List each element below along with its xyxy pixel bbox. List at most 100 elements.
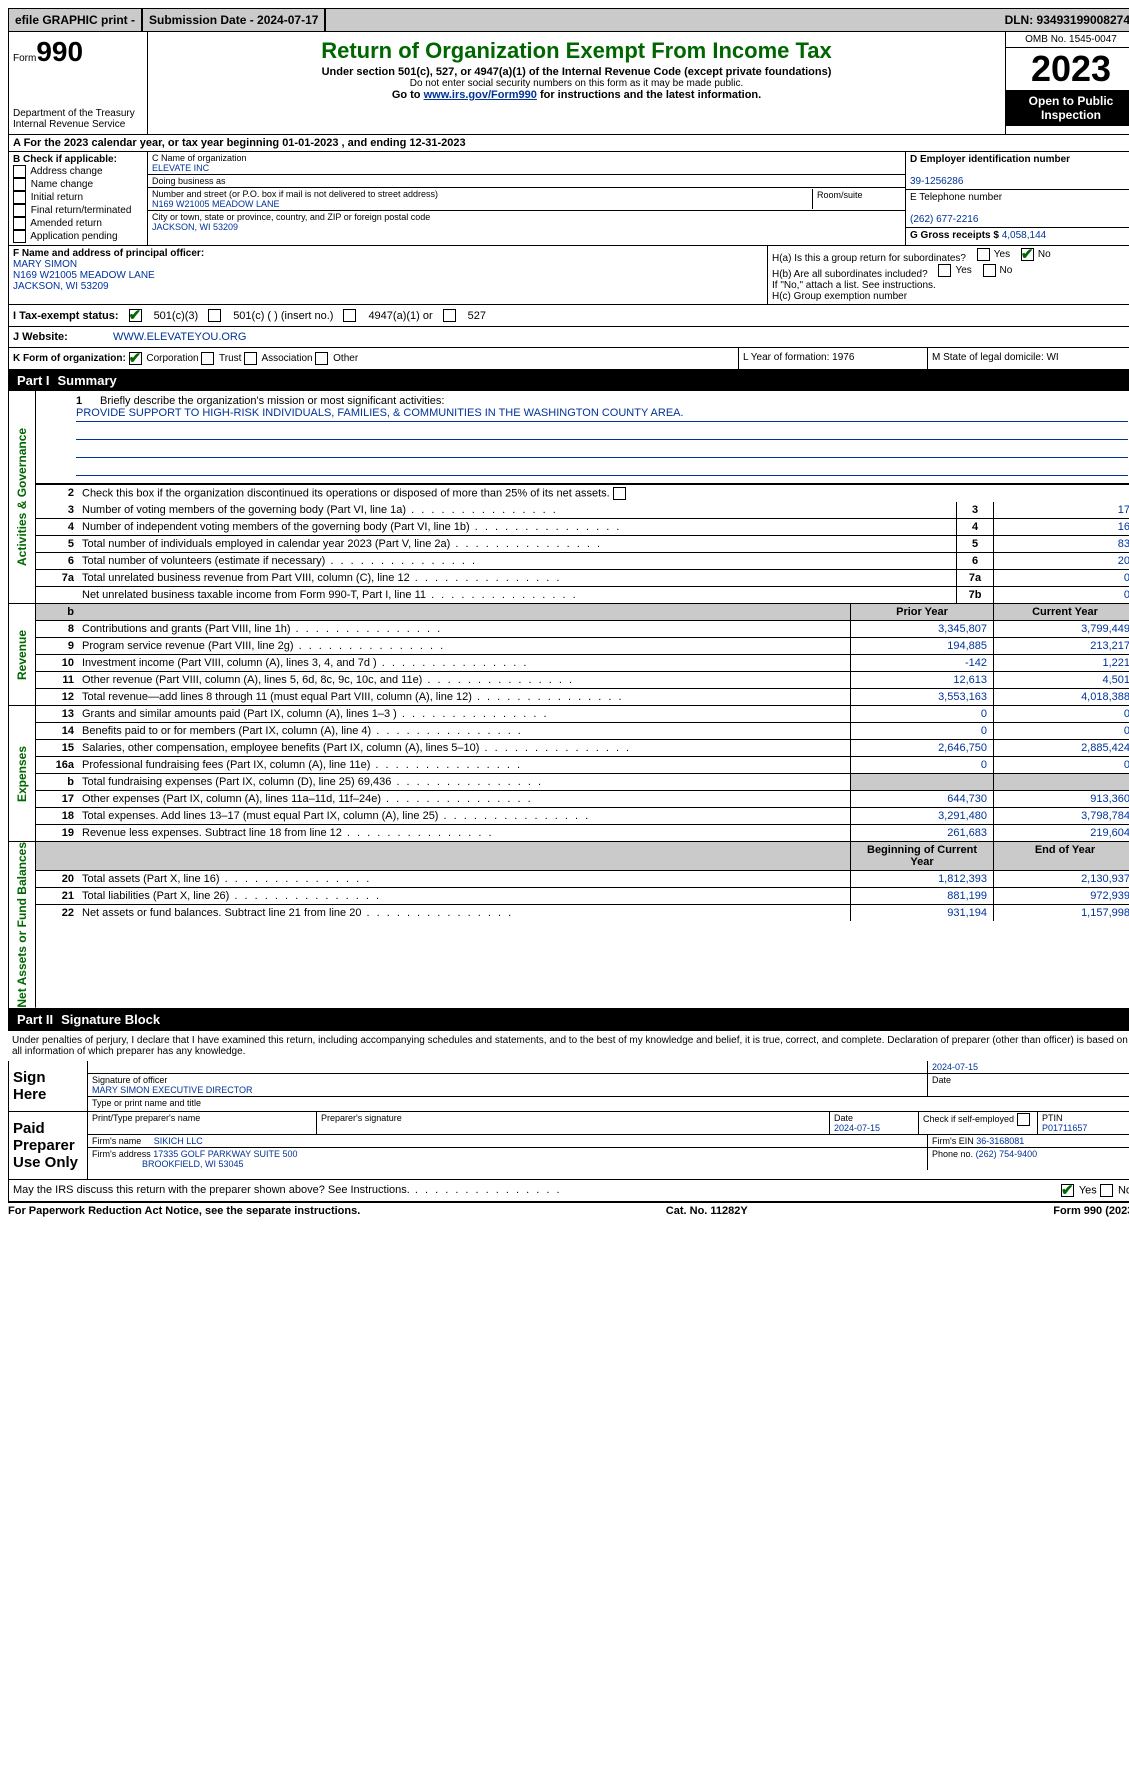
- summary-line: 3Number of voting members of the governi…: [36, 502, 1129, 518]
- cb-527[interactable]: [443, 309, 456, 322]
- cb-discuss-no[interactable]: [1100, 1184, 1113, 1197]
- summary-line: 4Number of independent voting members of…: [36, 518, 1129, 535]
- tab-net-assets: Net Assets or Fund Balances: [9, 842, 36, 1008]
- cb-501c[interactable]: [208, 309, 221, 322]
- section-i: I Tax-exempt status: 501(c)(3) 501(c) ( …: [8, 305, 1129, 327]
- summary-line: 8Contributions and grants (Part VIII, li…: [36, 620, 1129, 637]
- cb-hb-no[interactable]: [983, 264, 996, 277]
- line2-text: Check this box if the organization disco…: [80, 485, 1129, 502]
- cb-association[interactable]: [244, 352, 257, 365]
- col-b-checkboxes: B Check if applicable: Address change Na…: [9, 152, 148, 245]
- instructions-line: Go to www.irs.gov/Form990 for instructio…: [152, 89, 1001, 101]
- officer-name-title: MARY SIMON EXECUTIVE DIRECTOR: [92, 1085, 253, 1095]
- part1-revenue: Revenue b Prior Year Current Year 8Contr…: [8, 604, 1129, 706]
- tab-expenses: Expenses: [9, 706, 36, 841]
- cb-4947[interactable]: [343, 309, 356, 322]
- summary-line: 5Total number of individuals employed in…: [36, 535, 1129, 552]
- prep-sig-hdr: Preparer's signature: [317, 1112, 830, 1134]
- firm-addr2: BROOKFIELD, WI 53045: [142, 1159, 244, 1169]
- hc-label: H(c) Group exemption number: [772, 291, 1129, 302]
- dln: DLN: 93493199008274: [999, 9, 1129, 31]
- firm-name: SIKICH LLC: [154, 1136, 203, 1146]
- cb-trust[interactable]: [201, 352, 214, 365]
- website-value: WWW.ELEVATEYOU.ORG: [113, 331, 246, 343]
- row-a-tax-year: A For the 2023 calendar year, or tax yea…: [8, 135, 1129, 152]
- subtitle: Under section 501(c), 527, or 4947(a)(1)…: [152, 66, 1001, 78]
- type-name-label: Type or print name and title: [88, 1097, 1129, 1109]
- room-suite-label: Room/suite: [813, 189, 901, 209]
- tax-year: 2023: [1006, 48, 1129, 90]
- tab-activities-governance: Activities & Governance: [9, 391, 36, 603]
- part2-header: Part II Signature Block: [8, 1009, 1129, 1030]
- summary-line: 9Program service revenue (Part VIII, lin…: [36, 637, 1129, 654]
- footer-cat: Cat. No. 11282Y: [666, 1205, 748, 1217]
- summary-line: 7aTotal unrelated business revenue from …: [36, 569, 1129, 586]
- cb-ha-yes[interactable]: [977, 248, 990, 261]
- cb-initial-return[interactable]: [13, 191, 26, 204]
- cb-final-return[interactable]: [13, 204, 26, 217]
- addr-label: Number and street (or P.O. box if mail i…: [152, 189, 438, 199]
- cb-self-employed[interactable]: [1017, 1113, 1030, 1126]
- top-bar: efile GRAPHIC print - Submission Date - …: [8, 8, 1129, 32]
- ha-label: H(a) Is this a group return for subordin…: [772, 253, 966, 264]
- current-year-hdr: Current Year: [993, 604, 1129, 620]
- summary-line: 22Net assets or fund balances. Subtract …: [36, 904, 1129, 921]
- prior-year-hdr: Prior Year: [850, 604, 993, 620]
- cb-discontinued[interactable]: [613, 487, 626, 500]
- hb-note: If "No," attach a list. See instructions…: [772, 280, 1129, 291]
- sig-officer-label: Signature of officer: [92, 1075, 167, 1085]
- cb-address-change[interactable]: [13, 165, 26, 178]
- street-address: N169 W21005 MEADOW LANE: [152, 199, 280, 209]
- cb-amended[interactable]: [13, 217, 26, 230]
- ein-label: D Employer identification number: [910, 154, 1070, 165]
- k-label: K Form of organization:: [13, 353, 126, 364]
- submission-date: Submission Date - 2024-07-17: [143, 9, 326, 31]
- org-name: ELEVATE INC: [152, 163, 209, 173]
- section-fh: F Name and address of principal officer:…: [8, 246, 1129, 305]
- gross-receipts-value: 4,058,144: [1002, 230, 1047, 241]
- page-footer: For Paperwork Reduction Act Notice, see …: [8, 1202, 1129, 1217]
- gross-receipts-label: G Gross receipts $: [910, 230, 999, 241]
- paid-preparer-block: Paid Preparer Use Only Print/Type prepar…: [8, 1112, 1129, 1180]
- ein-value: 39-1256286: [910, 176, 963, 187]
- summary-line: 17Other expenses (Part IX, column (A), l…: [36, 790, 1129, 807]
- hb-label: H(b) Are all subordinates included?: [772, 269, 928, 280]
- mission-text: PROVIDE SUPPORT TO HIGH-RISK INDIVIDUALS…: [76, 407, 1128, 422]
- summary-line: bTotal fundraising expenses (Part IX, co…: [36, 773, 1129, 790]
- section-bcdeg: B Check if applicable: Address change Na…: [8, 152, 1129, 246]
- beginning-year-hdr: Beginning of Current Year: [850, 842, 993, 870]
- cb-hb-yes[interactable]: [938, 264, 951, 277]
- officer-label: F Name and address of principal officer:: [13, 248, 204, 259]
- summary-line: 12Total revenue—add lines 8 through 11 (…: [36, 688, 1129, 705]
- summary-line: 21Total liabilities (Part X, line 26)881…: [36, 887, 1129, 904]
- sign-date: 2024-07-15: [928, 1061, 1129, 1073]
- tab-revenue: Revenue: [9, 604, 36, 705]
- subtitle2: Do not enter social security numbers on …: [152, 78, 1001, 89]
- irs-link[interactable]: www.irs.gov/Form990: [424, 89, 537, 101]
- officer-name: MARY SIMON: [13, 259, 77, 270]
- cb-501c3[interactable]: [129, 309, 142, 322]
- part1-expenses: Expenses 13Grants and similar amounts pa…: [8, 706, 1129, 842]
- cb-corporation[interactable]: [129, 352, 142, 365]
- part1-netassets: Net Assets or Fund Balances Beginning of…: [8, 842, 1129, 1009]
- cb-other[interactable]: [315, 352, 328, 365]
- cb-ha-no[interactable]: [1021, 248, 1034, 261]
- cb-discuss-yes[interactable]: [1061, 1184, 1074, 1197]
- open-inspection: Open to Public Inspection: [1006, 90, 1129, 126]
- firm-ein: 36-3168081: [976, 1136, 1024, 1146]
- section-j: J Website: WWW.ELEVATEYOU.ORG: [8, 327, 1129, 348]
- year-formation: L Year of formation: 1976: [739, 348, 928, 369]
- summary-line: 13Grants and similar amounts paid (Part …: [36, 706, 1129, 722]
- mission-label: Briefly describe the organization's miss…: [100, 395, 444, 407]
- cb-app-pending[interactable]: [13, 230, 26, 243]
- omb-number: OMB No. 1545-0047: [1006, 32, 1129, 48]
- officer-addr: N169 W21005 MEADOW LANE: [13, 270, 155, 281]
- cb-name-change[interactable]: [13, 178, 26, 191]
- part1-header: Part I Summary: [8, 370, 1129, 391]
- sig-date-label: Date: [928, 1074, 1129, 1096]
- state-domicile: M State of legal domicile: WI: [928, 348, 1129, 369]
- city-state-zip: JACKSON, WI 53209: [152, 222, 238, 232]
- form-number: Form990: [13, 36, 143, 68]
- efile-label: efile GRAPHIC print -: [9, 9, 143, 31]
- summary-line: 10Investment income (Part VIII, column (…: [36, 654, 1129, 671]
